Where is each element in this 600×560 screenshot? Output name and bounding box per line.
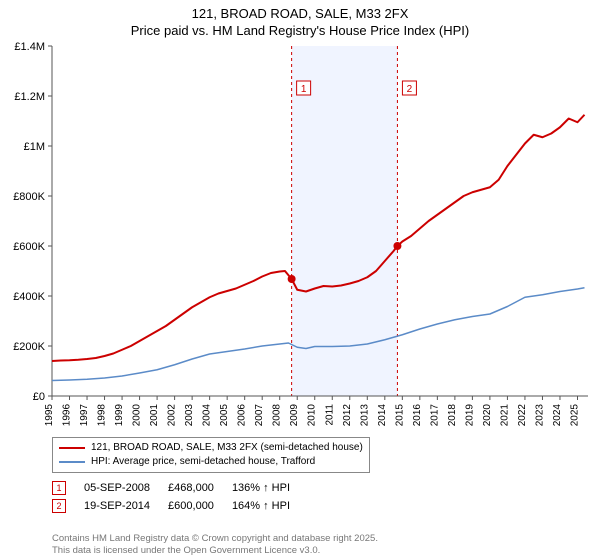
- svg-text:2014: 2014: [377, 404, 388, 427]
- svg-text:1998: 1998: [97, 404, 108, 427]
- chart-svg: £0£200K£400K£600K£800K£1M£1.2M£1.4M19951…: [52, 46, 588, 396]
- svg-text:2001: 2001: [149, 404, 160, 427]
- footer-line-1: Contains HM Land Registry data © Crown c…: [52, 533, 378, 544]
- svg-text:£600K: £600K: [13, 241, 45, 253]
- footer: Contains HM Land Registry data © Crown c…: [52, 533, 378, 556]
- svg-text:2020: 2020: [482, 404, 493, 427]
- chart-title: 121, BROAD ROAD, SALE, M33 2FX Price pai…: [0, 0, 600, 40]
- svg-text:2017: 2017: [429, 404, 440, 427]
- svg-text:2011: 2011: [324, 404, 335, 426]
- svg-text:2024: 2024: [552, 404, 563, 427]
- table-row: 1 05-SEP-2008 £468,000 136% ↑ HPI: [52, 479, 308, 497]
- svg-text:2023: 2023: [534, 404, 545, 427]
- table-row: 2 19-SEP-2014 £600,000 164% ↑ HPI: [52, 497, 308, 515]
- svg-text:1: 1: [301, 84, 307, 95]
- sale-rel-2: 164% ↑ HPI: [232, 497, 308, 515]
- title-line-2: Price paid vs. HM Land Registry's House …: [131, 23, 469, 38]
- svg-text:2002: 2002: [167, 404, 178, 427]
- svg-text:2005: 2005: [219, 404, 230, 427]
- svg-text:2018: 2018: [447, 404, 458, 427]
- svg-text:2019: 2019: [464, 404, 475, 427]
- svg-text:2009: 2009: [289, 404, 300, 427]
- legend-row: HPI: Average price, semi-detached house,…: [59, 455, 363, 469]
- sale-price-1: £468,000: [168, 479, 232, 497]
- title-line-1: 121, BROAD ROAD, SALE, M33 2FX: [192, 6, 409, 21]
- svg-text:2025: 2025: [569, 404, 580, 427]
- sale-marker-1: 1: [52, 481, 66, 495]
- legend-swatch-2: [59, 461, 85, 463]
- svg-text:2007: 2007: [254, 404, 265, 427]
- svg-text:2008: 2008: [272, 404, 283, 427]
- svg-text:£1.4M: £1.4M: [14, 41, 45, 53]
- sales-table: 1 05-SEP-2008 £468,000 136% ↑ HPI 2 19-S…: [52, 479, 308, 515]
- legend: 121, BROAD ROAD, SALE, M33 2FX (semi-det…: [52, 437, 370, 473]
- svg-text:2013: 2013: [359, 404, 370, 427]
- sale-date-2: 19-SEP-2014: [84, 497, 168, 515]
- svg-text:2006: 2006: [237, 404, 248, 427]
- legend-label-1: 121, BROAD ROAD, SALE, M33 2FX (semi-det…: [91, 441, 363, 455]
- svg-text:£1M: £1M: [24, 141, 45, 153]
- svg-text:£200K: £200K: [13, 341, 45, 353]
- svg-text:£800K: £800K: [13, 191, 45, 203]
- chart-area: £0£200K£400K£600K£800K£1M£1.2M£1.4M19951…: [52, 46, 588, 396]
- svg-text:1997: 1997: [79, 404, 90, 427]
- sale-marker-2: 2: [52, 499, 66, 513]
- svg-text:2021: 2021: [499, 404, 510, 427]
- sale-date-1: 05-SEP-2008: [84, 479, 168, 497]
- sale-rel-1: 136% ↑ HPI: [232, 479, 308, 497]
- sale-price-2: £600,000: [168, 497, 232, 515]
- svg-text:2003: 2003: [184, 404, 195, 427]
- svg-text:£400K: £400K: [13, 291, 45, 303]
- legend-swatch-1: [59, 447, 85, 450]
- svg-text:1995: 1995: [44, 404, 55, 427]
- svg-text:2000: 2000: [132, 404, 143, 427]
- svg-text:£1.2M: £1.2M: [14, 91, 45, 103]
- svg-text:2: 2: [407, 84, 413, 95]
- footer-line-2: This data is licensed under the Open Gov…: [52, 545, 320, 556]
- svg-text:2022: 2022: [517, 404, 528, 427]
- svg-text:2012: 2012: [342, 404, 353, 427]
- svg-text:£0: £0: [33, 391, 45, 403]
- svg-text:2016: 2016: [412, 404, 423, 427]
- legend-row: 121, BROAD ROAD, SALE, M33 2FX (semi-det…: [59, 441, 363, 455]
- svg-text:2004: 2004: [202, 404, 213, 427]
- svg-text:1999: 1999: [114, 404, 125, 427]
- legend-label-2: HPI: Average price, semi-detached house,…: [91, 455, 315, 469]
- svg-text:2015: 2015: [394, 404, 405, 427]
- svg-text:2010: 2010: [307, 404, 318, 427]
- svg-text:1996: 1996: [62, 404, 73, 427]
